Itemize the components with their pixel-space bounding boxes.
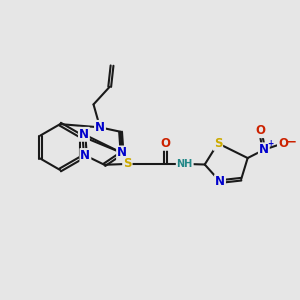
Text: N: N	[80, 149, 90, 162]
Text: O: O	[255, 124, 265, 137]
Text: −: −	[286, 135, 297, 148]
Text: O: O	[278, 137, 288, 150]
Text: N: N	[259, 143, 269, 156]
Text: +: +	[267, 139, 273, 148]
Text: N: N	[79, 128, 89, 141]
Text: O: O	[160, 137, 171, 150]
Text: N: N	[95, 121, 105, 134]
Text: NH: NH	[177, 159, 193, 169]
Text: N: N	[117, 146, 127, 159]
Text: S: S	[123, 158, 132, 170]
Text: S: S	[214, 137, 222, 150]
Text: N: N	[215, 175, 225, 188]
